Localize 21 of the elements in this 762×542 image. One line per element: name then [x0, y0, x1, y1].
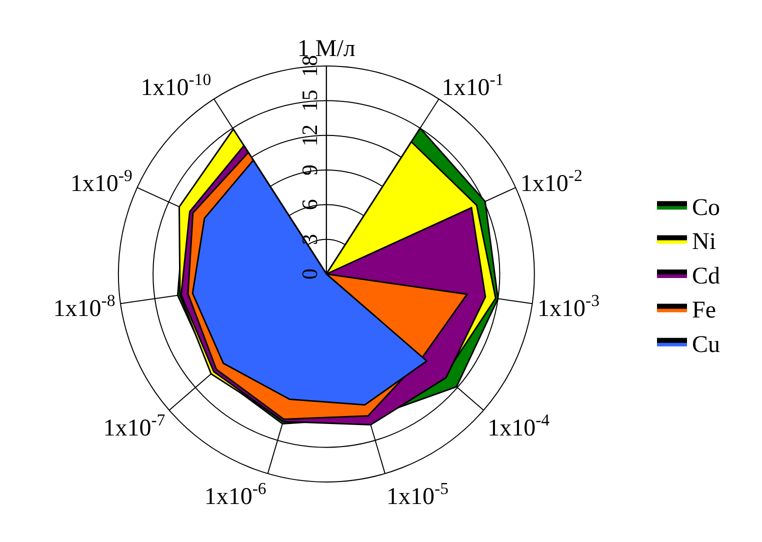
- spoke-label: 1x10$^{-10}$: [140, 70, 212, 102]
- spoke-label: 1x10$^{-2}$: [520, 166, 582, 198]
- y-tick-label: 0: [297, 268, 322, 280]
- legend-label: Cd: [692, 263, 720, 290]
- y-tick-label: 12: [297, 124, 322, 146]
- spoke-label: 1x10$^{-3}$: [538, 291, 600, 322]
- y-tick-label: 9: [297, 164, 322, 176]
- legend-label: Co: [692, 194, 720, 221]
- spoke-label: 1x10$^{-6}$: [204, 478, 266, 510]
- y-tick-label: 18: [297, 55, 322, 77]
- spoke-label: 1x10$^{-1}$: [442, 70, 504, 102]
- spoke-label: 1x10$^{-8}$: [53, 291, 116, 322]
- spoke-label: 1x10$^{-4}$: [488, 410, 550, 442]
- spoke-label: 1x10$^{-9}$: [70, 166, 132, 198]
- legend-label: Cu: [692, 332, 720, 358]
- spoke-label: 1x10$^{-5}$: [386, 478, 448, 510]
- legend-label: Fe: [692, 298, 716, 324]
- spoke-label: 1x10$^{-7}$: [103, 410, 166, 442]
- legend-label: Ni: [692, 229, 716, 256]
- y-tick-label: 15: [297, 90, 322, 112]
- y-tick-label: 3: [297, 234, 322, 245]
